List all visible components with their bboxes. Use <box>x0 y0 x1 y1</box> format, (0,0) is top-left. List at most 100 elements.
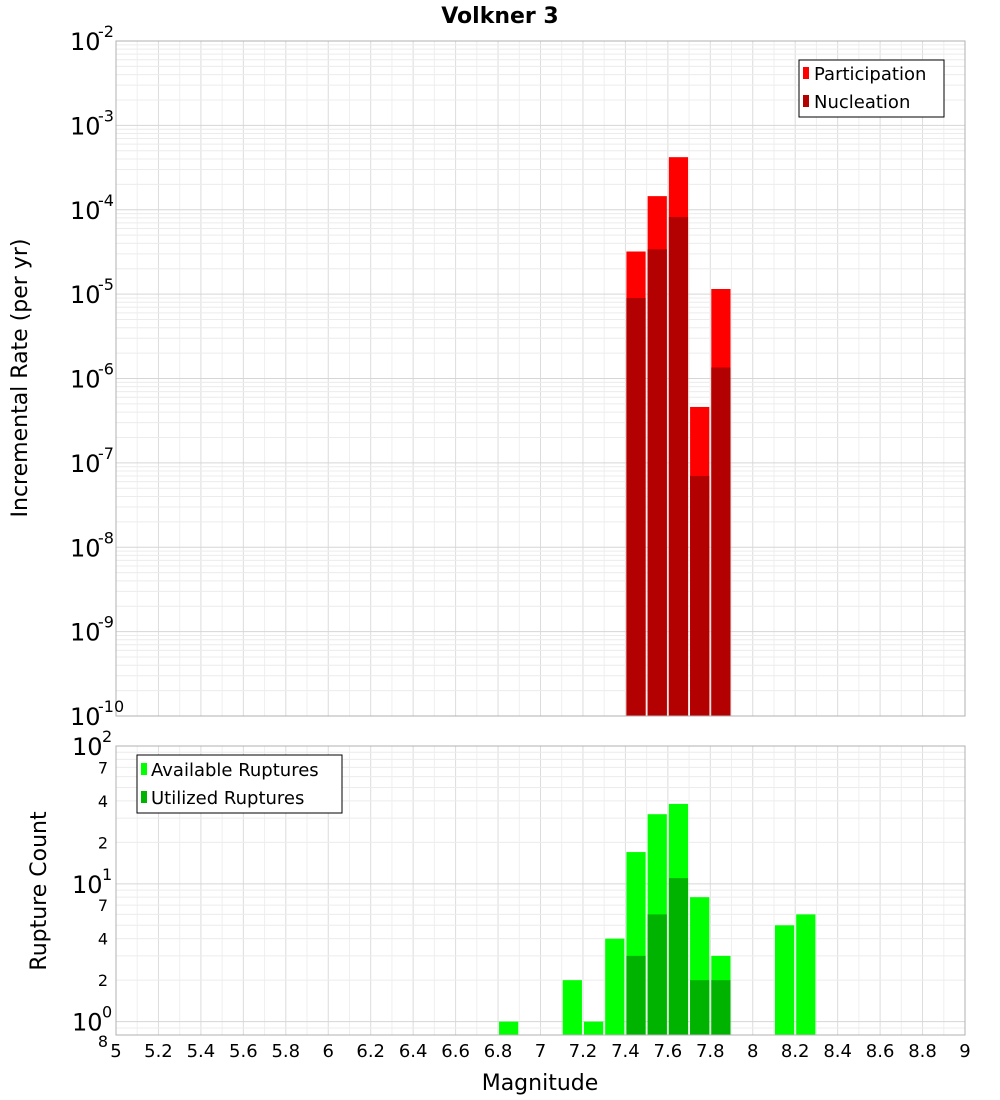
y-tick-base: 10 <box>72 871 103 899</box>
y-minor-tick-label: 7 <box>98 896 108 915</box>
x-tick-label: 7.4 <box>611 1041 640 1062</box>
y-tick-label: 10-2 <box>70 22 114 56</box>
legend-label-nucleation: Nucleation <box>814 92 910 113</box>
bar-available-ruptures-8.15 <box>774 925 795 1035</box>
y-tick-base: 10 <box>70 112 101 140</box>
bar-utilized-ruptures-7.65 <box>668 878 689 1035</box>
x-tick-label: 5.6 <box>229 1041 258 1062</box>
legend-swatch-nucleation <box>803 95 809 107</box>
x-tick-label: 9 <box>959 1041 970 1062</box>
bar-available-ruptures-7.35 <box>605 938 625 1035</box>
x-tick-label: 6.6 <box>441 1041 470 1062</box>
y-tick-base: 10 <box>72 733 103 761</box>
y-tick-exponent: -8 <box>98 528 114 547</box>
y-tick-label: 10-9 <box>70 613 114 647</box>
bar-nucleation-7.85 <box>711 367 731 716</box>
x-tick-label: 8.4 <box>823 1041 852 1062</box>
top-plot-border <box>115 40 966 717</box>
legend-label-participation: Participation <box>814 64 926 85</box>
x-tick-label: 7.6 <box>654 1041 683 1062</box>
y-tick-label: 10-5 <box>70 275 114 309</box>
y-minor-tick-label: 4 <box>98 930 108 949</box>
x-tick-labels: 5 5.2 5.4 5.6 5.8 6 6.2 6.4 6.6 6.8 7 7.2 7.4 7.6 7.8 8… <box>110 1041 970 1062</box>
y-tick-base: 10 <box>70 281 101 309</box>
y-tick-exponent: 2 <box>102 727 112 746</box>
bar-available-ruptures-7.25 <box>583 1021 604 1035</box>
y-minor-tick-label: 4 <box>98 792 108 811</box>
x-tick-label: 7.8 <box>696 1041 725 1062</box>
bar-nucleation-7.45 <box>626 297 646 716</box>
y-tick-base: 10 <box>70 28 101 56</box>
bar-nucleation-7.65 <box>668 217 689 716</box>
y-tick-label: 10-3 <box>70 106 114 140</box>
y-tick-label: 10 2 <box>72 727 112 761</box>
bar-available-ruptures-6.85 <box>499 1021 519 1035</box>
x-tick-label: 7.2 <box>569 1041 598 1062</box>
x-tick-label: 8 <box>747 1041 758 1062</box>
y-tick-label: 10-10 <box>70 697 124 731</box>
top-bars <box>626 157 731 717</box>
y-minor-tick-label: 8 <box>98 1032 108 1051</box>
legend-swatch-available <box>141 763 147 775</box>
x-tick-label: 6.4 <box>399 1041 428 1062</box>
bar-available-ruptures-7.15 <box>562 980 582 1035</box>
x-tick-label: 6.8 <box>484 1041 513 1062</box>
y-minor-tick-label: 2 <box>98 833 108 852</box>
legend-label-available: Available Ruptures <box>151 760 319 781</box>
y-tick-base: 10 <box>70 619 101 647</box>
top-legend: Participation Nucleation <box>798 59 945 118</box>
x-tick-label: 5 <box>110 1041 121 1062</box>
y-tick-base: 10 <box>70 197 101 225</box>
y-tick-base: 10 <box>70 703 101 731</box>
y-tick-base: 10 <box>72 1009 103 1037</box>
y-tick-base: 10 <box>70 534 101 562</box>
bar-available-ruptures-8.25 <box>796 914 816 1035</box>
chart-title: Volkner 3 <box>441 4 559 29</box>
top-legend-box <box>798 59 945 118</box>
y-tick-label: 10 1 <box>72 865 112 899</box>
bar-utilized-ruptures-7.85 <box>711 980 731 1035</box>
x-tick-label: 7 <box>535 1041 546 1062</box>
y-tick-exponent: 1 <box>102 865 112 884</box>
legend-swatch-utilized <box>141 791 147 803</box>
x-tick-label: 8.6 <box>866 1041 895 1062</box>
y-tick-label: 10-4 <box>70 191 114 225</box>
y-tick-label: 10-8 <box>70 528 114 562</box>
x-axis-label: Magnitude <box>482 1071 599 1096</box>
y-tick-exponent: -7 <box>98 444 114 463</box>
y-tick-base: 10 <box>70 366 101 394</box>
x-tick-label: 6 <box>323 1041 334 1062</box>
bar-utilized-ruptures-7.75 <box>690 980 710 1035</box>
bottom-legend-box <box>136 754 343 814</box>
y-tick-label: 10-6 <box>70 360 114 394</box>
y-tick-label: 10-7 <box>70 444 114 478</box>
x-tick-label: 5.4 <box>187 1041 216 1062</box>
bar-nucleation-7.55 <box>647 249 667 716</box>
bottom-legend: Available Ruptures Utilized Ruptures <box>136 754 343 814</box>
y-tick-exponent: 0 <box>102 1003 112 1022</box>
x-tick-label: 8.2 <box>781 1041 810 1062</box>
bottom-bars <box>499 803 816 1035</box>
top-gridlines <box>115 40 966 717</box>
y-tick-exponent: -10 <box>98 697 124 716</box>
top-y-axis-label: Incremental Rate (per yr) <box>8 239 33 518</box>
bottom-plot-border <box>115 745 966 1036</box>
y-minor-tick-label: 2 <box>98 971 108 990</box>
y-tick-base: 10 <box>70 450 101 478</box>
y-tick-exponent: -3 <box>98 106 114 125</box>
x-tick-label: 5.2 <box>144 1041 173 1062</box>
legend-label-utilized: Utilized Ruptures <box>151 788 304 809</box>
bar-utilized-ruptures-7.45 <box>626 955 646 1035</box>
bar-utilized-ruptures-7.55 <box>647 914 667 1035</box>
bottom-y-axis-label: Rupture Count <box>27 811 52 971</box>
bar-nucleation-7.75 <box>690 475 710 716</box>
x-tick-label: 6.2 <box>356 1041 385 1062</box>
legend-swatch-participation <box>803 67 809 79</box>
y-tick-exponent: -4 <box>98 191 114 210</box>
y-tick-exponent: -6 <box>98 360 114 379</box>
y-tick-exponent: -2 <box>98 22 114 41</box>
